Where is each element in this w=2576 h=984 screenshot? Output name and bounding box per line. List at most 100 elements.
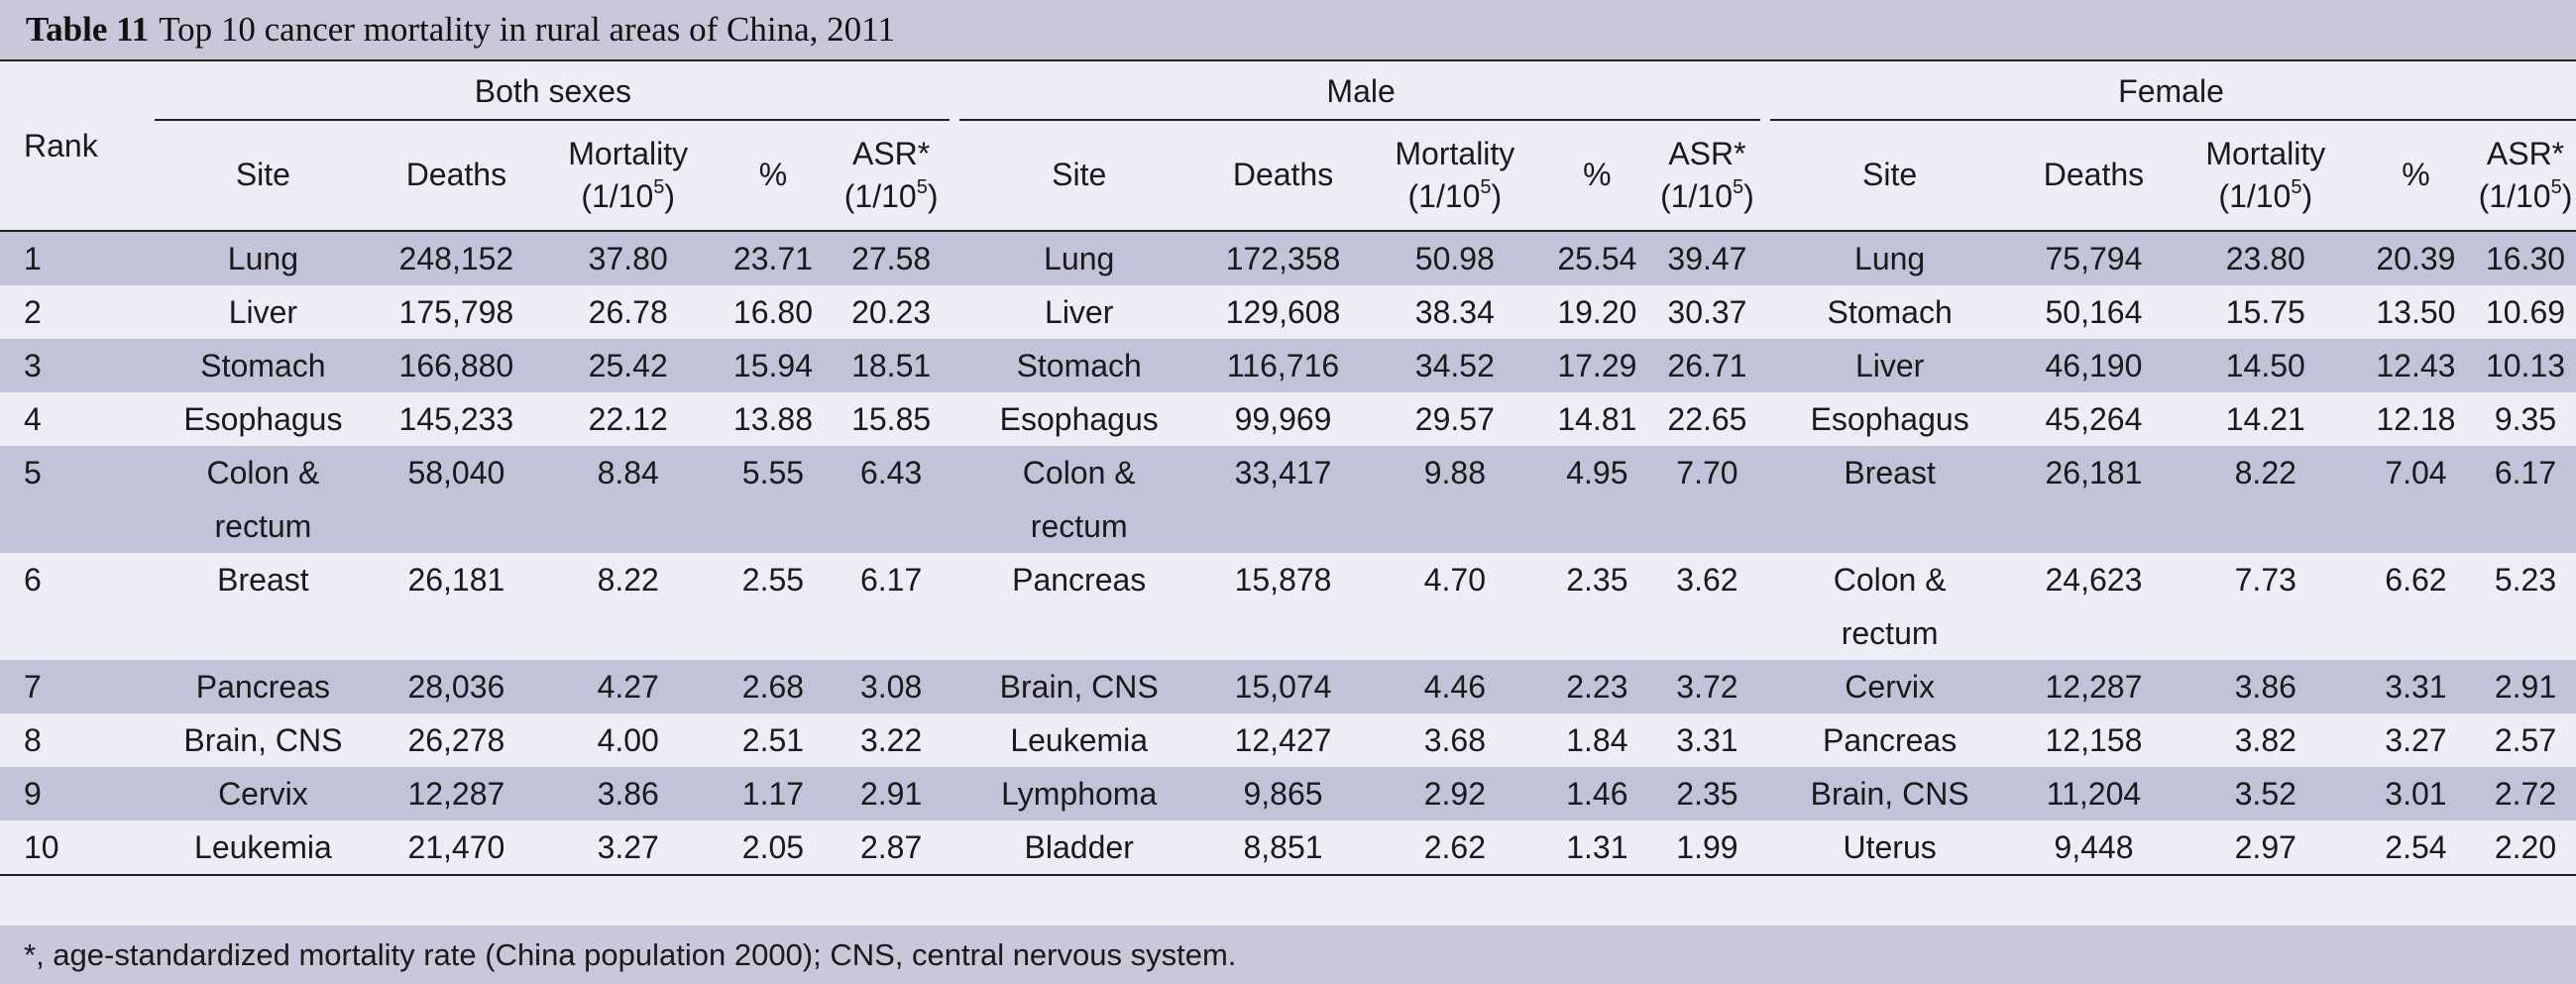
table-row: 9 Cervix 12,287 3.86 1.17 2.91 Lymphoma 9,865 2.… [0,767,2576,820]
table-cell: 5.55 [719,446,828,553]
table-cell: 3.86 [536,767,720,820]
table-cell: 1.46 [1545,767,1648,820]
table-cell: 23.80 [2174,231,2357,285]
table-cell: 8,851 [1202,820,1364,875]
table-cell: 75,794 [2013,231,2175,285]
table-cell: 26,181 [2013,446,2175,553]
table-cell: 3.31 [2356,660,2475,713]
table-cell: 2.72 [2475,767,2576,820]
table-cell: 6 [0,553,151,660]
table-cell: 12,287 [376,767,537,820]
table-cell: 7.70 [1647,446,1767,553]
table-cell: Cervix [1766,660,2014,713]
group-header-female: Female [1766,61,2576,121]
table-cell: 12,287 [2013,660,2175,713]
table-cell: 2.87 [827,820,956,875]
table-body: 1 Lung 248,152 37.80 23.71 27.58 Lung 172,358 50… [0,231,2576,875]
col-header-female-deaths: Deaths [2013,121,2175,231]
table-cell: Stomach [955,339,1203,392]
table-cell: 7.04 [2356,446,2475,553]
table-cell: 8.22 [2174,446,2357,553]
table-cell: 39.47 [1647,231,1767,285]
table-cell: Esophagus [955,392,1203,446]
table-cell: 3.62 [1647,553,1767,660]
table-row: 10 Leukemia 21,470 3.27 2.05 2.87 Bladder 8,851… [0,820,2576,875]
col-header-female-pct: % [2356,121,2475,231]
table-cell: 50.98 [1363,231,1546,285]
table-cell: 9 [0,767,151,820]
table-cell: Pancreas [1766,713,2014,767]
table-cell: 2.05 [719,820,828,875]
table-cell: 166,880 [376,339,537,392]
table-cell: 2.57 [2475,713,2576,767]
table-cell: 7 [0,660,151,713]
table-cell: 4.00 [536,713,720,767]
table-cell: 45,264 [2013,392,2175,446]
table-cell: 4.95 [1545,446,1648,553]
col-header-male-site: Site [955,121,1203,231]
table-cell: 3.82 [2174,713,2357,767]
table-cell: Colon & rectum [150,446,377,553]
table-cell: Esophagus [150,392,377,446]
table-cell: 25.54 [1545,231,1648,285]
table-cell: Lung [955,231,1203,285]
table-cell: 26.71 [1647,339,1767,392]
table-cell: 4.27 [536,660,720,713]
table-cell: 34.52 [1363,339,1546,392]
table-cell: 129,608 [1202,285,1364,339]
table-cell: 8.84 [536,446,720,553]
table-cell: 3.22 [827,713,956,767]
table-cell: Brain, CNS [150,713,377,767]
table-cell: 8 [0,713,151,767]
table-cell: 27.58 [827,231,956,285]
table-cell: 175,798 [376,285,537,339]
table-cell: Bladder [955,820,1203,875]
table-cell: 6.17 [827,553,956,660]
table-cell: 15.75 [2174,285,2357,339]
table-cell: Pancreas [955,553,1203,660]
table-cell: 16.30 [2475,231,2576,285]
table-cell: 26,278 [376,713,537,767]
table-cell: 4 [0,392,151,446]
table-cell: 16.80 [719,285,828,339]
table-cell: Esophagus [1766,392,2014,446]
mortality-table: Rank Both sexes Male Female Site Deaths Mo… [0,61,2576,876]
table-cell: Colon & rectum [1766,553,2014,660]
table-cell: 3.72 [1647,660,1767,713]
table-cell: 2.92 [1363,767,1546,820]
table-cell: Stomach [1766,285,2014,339]
table-cell: 20.23 [827,285,956,339]
table-cell: 2.35 [1647,767,1767,820]
table-cell: 3.86 [2174,660,2357,713]
table-cell: Cervix [150,767,377,820]
table-cell: Leukemia [955,713,1203,767]
col-header-male-deaths: Deaths [1202,121,1364,231]
table-row: 4 Esophagus 145,233 22.12 13.88 15.85 Esophagu… [0,392,2576,446]
table-cell: 17.29 [1545,339,1648,392]
table-cell: 58,040 [376,446,537,553]
table-cell: 9,865 [1202,767,1364,820]
table-row: 1 Lung 248,152 37.80 23.71 27.58 Lung 172,358 50… [0,231,2576,285]
table-cell: 23.71 [719,231,828,285]
table-footnote: *, age-standardized mortality rate (Chin… [0,926,2576,984]
table-cell: Brain, CNS [1766,767,2014,820]
table-cell: 6.17 [2475,446,2576,553]
table-cell: Liver [955,285,1203,339]
col-header-female-site: Site [1766,121,2014,231]
col-header-male-pct: % [1545,121,1648,231]
col-header-both-pct: % [719,121,828,231]
table-cell: 2.51 [719,713,828,767]
table-cell: 1.99 [1647,820,1767,875]
table-cell: 1.17 [719,767,828,820]
col-header-male-mortality: Mortality (1/105) [1363,121,1546,231]
table-cell: 3 [0,339,151,392]
table-cell: 13.50 [2356,285,2475,339]
table-cell: 3.68 [1363,713,1546,767]
table-cell: 18.51 [827,339,956,392]
table-cell: 12.43 [2356,339,2475,392]
table-cell: Lung [150,231,377,285]
table-cell: 21,470 [376,820,537,875]
table-cell: 50,164 [2013,285,2175,339]
table-cell: 145,233 [376,392,537,446]
table-cell: 2.54 [2356,820,2475,875]
